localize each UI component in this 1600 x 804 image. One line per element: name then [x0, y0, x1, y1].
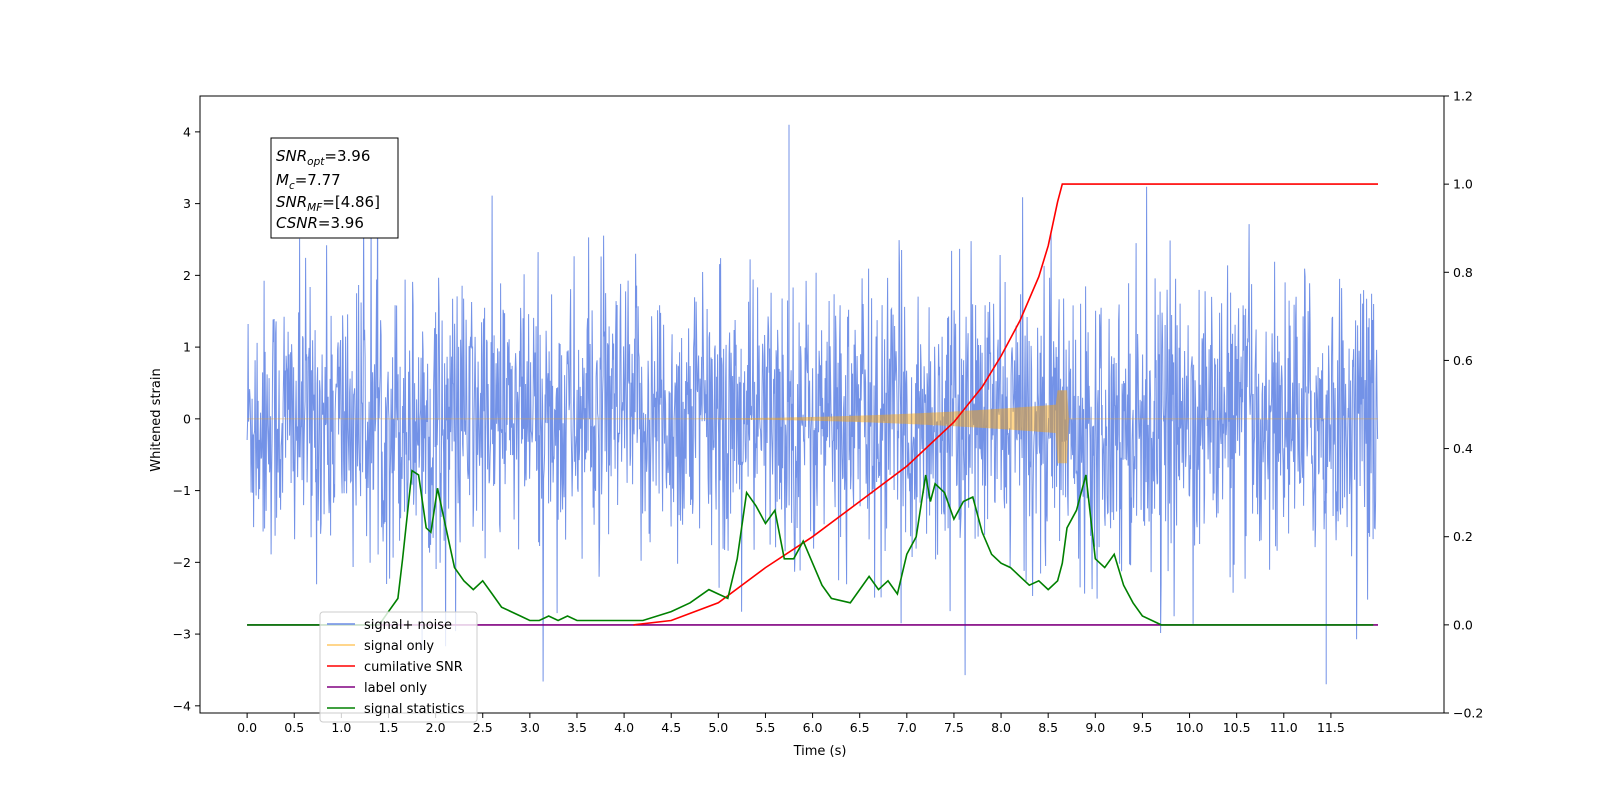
legend-item-signal-statistics: signal statistics — [327, 702, 465, 717]
svg-text:signal statistics: signal statistics — [364, 702, 465, 717]
y2-tick-label: −0.2 — [1453, 706, 1483, 721]
snr-opt-value: =3.96 — [324, 147, 370, 165]
x-tick-label: 9.5 — [1132, 720, 1152, 735]
svg-text:cumilative SNR: cumilative SNR — [364, 660, 463, 675]
snr-mf-name: SNR — [276, 193, 307, 211]
svg-text:signal only: signal only — [364, 639, 434, 654]
legend: signal+ noise signal only cumilative SNR… — [319, 611, 478, 723]
svg-text:CSNR=3.96: CSNR=3.96 — [276, 214, 364, 232]
svg-text:SNRopt=3.96: SNRopt=3.96 — [276, 147, 370, 168]
x-tick-label: 6.0 — [803, 720, 823, 735]
y2-tick-label: 0.2 — [1453, 529, 1473, 544]
y2-tick-label: 0.0 — [1453, 617, 1473, 632]
x-axis-label: Time (s) — [793, 744, 847, 759]
legend-item-signal-noise: signal+ noise — [327, 618, 452, 633]
snr-mf-value: =[4.86] — [322, 193, 380, 211]
y-tick-label: 4 — [183, 124, 191, 139]
snr-opt-sub: opt — [307, 156, 325, 168]
series-signal-statistics — [247, 469, 1374, 626]
y-tick-label: 1 — [183, 340, 191, 355]
snr-opt-name: SNR — [276, 147, 307, 165]
y2-axis-ticks: 1.2 1.0 0.8 0.6 0.4 0.2 0.0 −0.2 — [1444, 89, 1483, 721]
y-tick-label: −4 — [173, 698, 191, 713]
y-tick-label: −1 — [173, 483, 191, 498]
y2-tick-label: 0.8 — [1453, 265, 1473, 280]
y-tick-label: −3 — [173, 627, 191, 642]
y2-tick-label: 1.2 — [1453, 89, 1473, 104]
x-tick-label: 9.0 — [1085, 720, 1105, 735]
series-cumulative-snr — [633, 183, 1378, 626]
x-tick-label: 3.0 — [520, 720, 540, 735]
x-tick-label: 6.5 — [850, 720, 870, 735]
x-axis-ticks: 0.0 0.5 1.0 1.5 2.0 2.5 3.0 3.5 4.0 4.5 5.0 5.5 6.0 6… — [237, 713, 1345, 735]
x-tick-label: 8.0 — [991, 720, 1011, 735]
y-tick-label: −2 — [173, 555, 191, 570]
y2-tick-label: 0.6 — [1453, 353, 1473, 368]
y-tick-label: 0 — [183, 411, 191, 426]
annotation-box: SNRopt=3.96 Mc=7.77 SNRMF=[4.86] CSNR=3.… — [270, 137, 399, 239]
x-tick-label: 4.0 — [614, 720, 634, 735]
x-tick-label: 1.5 — [379, 720, 399, 735]
svg-text:Mc=7.77: Mc=7.77 — [276, 171, 341, 192]
mc-value: =7.77 — [295, 171, 341, 189]
svg-text:label only: label only — [364, 681, 427, 696]
csnr-value: =3.96 — [318, 214, 364, 232]
x-tick-label: 5.5 — [756, 720, 776, 735]
y-tick-label: 3 — [183, 196, 191, 211]
x-tick-label: 1.0 — [331, 720, 351, 735]
x-tick-label: 10.0 — [1176, 720, 1204, 735]
x-tick-label: 0.5 — [284, 720, 304, 735]
x-tick-label: 10.5 — [1223, 720, 1251, 735]
csnr-name: CSNR — [276, 214, 318, 232]
y-tick-label: 2 — [183, 268, 191, 283]
y2-tick-label: 0.4 — [1453, 441, 1473, 456]
svg-text:signal+ noise: signal+ noise — [364, 618, 452, 633]
plot-frame — [199, 95, 1445, 714]
x-tick-label: 5.0 — [708, 720, 728, 735]
mc-sub: c — [289, 180, 295, 192]
x-tick-label: 4.5 — [661, 720, 681, 735]
x-tick-label: 11.5 — [1317, 720, 1345, 735]
legend-item-label-only: label only — [327, 681, 427, 696]
legend-item-cumulative-snr: cumilative SNR — [327, 660, 463, 675]
mc-name: M — [276, 171, 289, 189]
snr-mf-sub: MF — [307, 202, 323, 214]
x-tick-label: 7.5 — [944, 720, 964, 735]
y2-tick-label: 1.0 — [1453, 177, 1473, 192]
legend-item-signal-only: signal only — [327, 639, 434, 654]
y-axis-ticks: 4 3 2 1 0 −1 −2 −3 −4 — [173, 124, 200, 713]
x-tick-label: 2.0 — [426, 720, 446, 735]
x-tick-label: 7.0 — [897, 720, 917, 735]
x-tick-label: 8.5 — [1038, 720, 1058, 735]
x-tick-label: 3.5 — [567, 720, 587, 735]
x-tick-label: 11.0 — [1270, 720, 1298, 735]
x-tick-label: 0.0 — [237, 720, 257, 735]
svg-text:SNRMF=[4.86]: SNRMF=[4.86] — [276, 193, 380, 214]
series-signal-noise — [246, 124, 1379, 685]
y-axis-label: Whitened strain — [149, 368, 164, 471]
x-tick-label: 2.5 — [473, 720, 493, 735]
